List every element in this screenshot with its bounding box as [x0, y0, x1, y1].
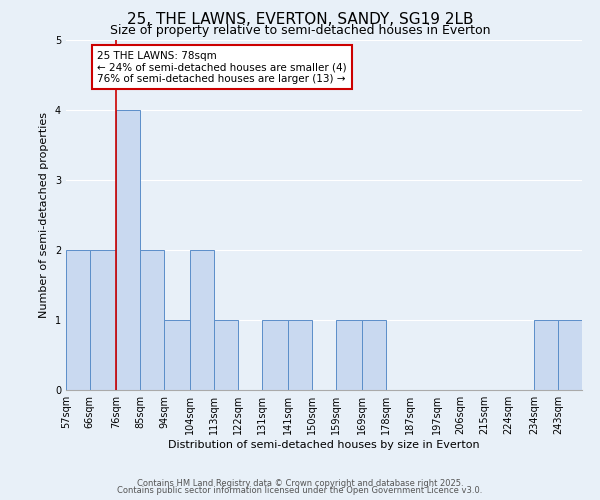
Bar [116, 110, 140, 390]
X-axis label: Distribution of semi-detached houses by size in Everton: Distribution of semi-detached houses by … [168, 440, 480, 450]
Bar [262, 320, 288, 390]
Bar [164, 320, 190, 390]
Text: 25 THE LAWNS: 78sqm
← 24% of semi-detached houses are smaller (4)
76% of semi-de: 25 THE LAWNS: 78sqm ← 24% of semi-detach… [97, 50, 347, 84]
Bar [535, 320, 558, 390]
Bar [558, 320, 582, 390]
Bar [214, 320, 238, 390]
Bar [288, 320, 312, 390]
Bar [362, 320, 386, 390]
Bar [90, 250, 116, 390]
Y-axis label: Number of semi-detached properties: Number of semi-detached properties [40, 112, 49, 318]
Text: Size of property relative to semi-detached houses in Everton: Size of property relative to semi-detach… [110, 24, 490, 37]
Bar [336, 320, 362, 390]
Bar [140, 250, 164, 390]
Text: Contains HM Land Registry data © Crown copyright and database right 2025.: Contains HM Land Registry data © Crown c… [137, 478, 463, 488]
Bar [66, 250, 90, 390]
Bar [190, 250, 214, 390]
Text: Contains public sector information licensed under the Open Government Licence v3: Contains public sector information licen… [118, 486, 482, 495]
Text: 25, THE LAWNS, EVERTON, SANDY, SG19 2LB: 25, THE LAWNS, EVERTON, SANDY, SG19 2LB [127, 12, 473, 28]
